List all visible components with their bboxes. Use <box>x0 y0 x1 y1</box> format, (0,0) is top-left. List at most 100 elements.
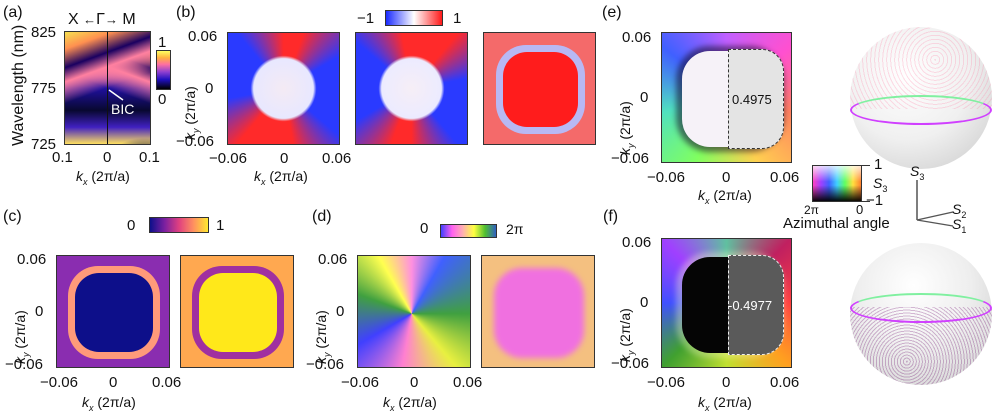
c-ytick-mid: 0 <box>35 303 44 320</box>
d-colorbar-max: 2π <box>506 221 524 237</box>
stokes-s3-label: S3 <box>910 163 925 182</box>
d-colorbar-min: 0 <box>420 220 429 237</box>
e-xtick-mid: 0 <box>722 169 731 186</box>
e-xtick-left: −0.06 <box>647 169 685 186</box>
c-plot-2 <box>180 255 294 368</box>
bic-annotation: BIC <box>111 101 135 117</box>
a-ylabel: Wavelength (nm) <box>10 24 27 146</box>
a-colorbar-min: 0 <box>158 91 167 108</box>
top-axis-gamma: Γ <box>96 11 105 28</box>
poincare-sphere-upper <box>850 27 992 169</box>
upper-equator <box>850 95 992 125</box>
a-xtick-center: 0 <box>103 149 112 166</box>
b-xtick-left: −0.06 <box>209 150 247 167</box>
e-ytick-top: 0.06 <box>622 29 652 46</box>
gamma-line <box>107 32 109 144</box>
c-xtick-left: −0.06 <box>40 374 78 391</box>
stokes-axes-icon <box>916 180 954 227</box>
c-xtick-right: 0.06 <box>152 374 182 391</box>
a-xlabel: kx (2π/a) <box>76 168 130 187</box>
b-plot-1 <box>227 32 340 145</box>
lower-equator <box>850 293 992 323</box>
arrow-right-icon: → <box>104 12 118 27</box>
f-plot-right-half <box>728 255 784 355</box>
b-ytick-top: 0.06 <box>188 28 218 45</box>
panel-a-heatmap: BIC <box>64 31 151 145</box>
f-xlabel: kx (2π/a) <box>698 394 752 413</box>
d-xtick-mid: 0 <box>410 374 419 391</box>
panel-a-label: (a) <box>3 4 23 21</box>
f-ylabel: ky (2π/a) <box>617 308 636 362</box>
top-axis-x: X <box>68 11 79 28</box>
arrow-left-icon: ← <box>83 12 97 27</box>
f-ytick-top: 0.06 <box>622 234 652 251</box>
e-value: 0.4975 <box>732 92 772 107</box>
e-xtick-right: 0.06 <box>770 169 800 186</box>
bic-arrow <box>108 89 124 101</box>
d-ytick-mid: 0 <box>336 303 345 320</box>
top-axis-m: M <box>122 11 136 28</box>
c-ylabel: ky (2π/a) <box>12 310 31 364</box>
e-xlabel: kx (2π/a) <box>698 187 752 206</box>
b-plot-2 <box>355 32 468 145</box>
s3-legend-label: S3 <box>873 175 888 194</box>
d-plot-1 <box>357 255 471 368</box>
f-xtick-right: 0.06 <box>770 374 800 391</box>
b-ytick-mid: 0 <box>205 80 214 97</box>
d-xlabel: kx (2π/a) <box>383 394 437 413</box>
e-ylabel: ky (2π/a) <box>617 101 636 155</box>
b-colorbar-max: 1 <box>453 10 462 27</box>
f-ytick-mid: 0 <box>640 294 649 311</box>
a-colorbar-max: 1 <box>158 34 167 51</box>
b-xtick-mid: 0 <box>280 150 289 167</box>
azimuthal-angle-label: Azimuthal angle <box>783 215 890 232</box>
panel-c-label: (c) <box>3 208 22 225</box>
panel-e-label: (e) <box>602 4 622 21</box>
a-xtick-right: 0.1 <box>139 149 160 166</box>
d-xtick-left: −0.06 <box>341 374 379 391</box>
d-colorbar <box>440 224 497 238</box>
b-colorbar-min: −1 <box>357 10 375 27</box>
f-ytick-bot: −0.06 <box>611 355 649 372</box>
c-plot-1 <box>56 255 170 368</box>
c-xtick-mid: 0 <box>109 374 118 391</box>
angle-2pi: 2π <box>804 203 819 217</box>
d-ytick-top: 0.06 <box>318 251 348 268</box>
a-ytick-725: 725 <box>31 136 57 153</box>
c-colorbar <box>149 217 209 233</box>
f-xtick-mid: 0 <box>722 374 731 391</box>
panel-b-label: (b) <box>176 4 196 21</box>
angle-0: 0 <box>856 202 864 217</box>
a-ytick-825: 825 <box>31 24 57 41</box>
b-ylabel: ky (2π/a) <box>182 86 201 140</box>
panel-d-label: (d) <box>312 208 332 225</box>
panel-a-top-axis: X ←Γ→ M <box>68 11 136 28</box>
b-plot-3 <box>483 32 596 145</box>
c-ytick-top: 0.06 <box>17 251 47 268</box>
e-plot-right-half <box>728 49 784 149</box>
c-plot-2-core <box>199 273 277 352</box>
b-plot-3-core <box>503 52 578 127</box>
b-ytick-bot: −0.06 <box>176 133 214 150</box>
d-xtick-right: 0.06 <box>453 374 483 391</box>
s3-min: −1 <box>866 192 884 209</box>
a-xtick-left: 0.1 <box>52 149 73 166</box>
c-xlabel: kx (2π/a) <box>82 394 136 413</box>
d-plot-2 <box>481 255 595 368</box>
d-ylabel: ky (2π/a) <box>313 310 332 364</box>
b-xtick-right: 0.06 <box>322 150 352 167</box>
panel-f-label: (f) <box>603 208 619 225</box>
a-colorbar <box>156 50 171 90</box>
e-ytick-bot: −0.06 <box>611 150 649 167</box>
stokes-s2-label: S2 <box>952 201 967 220</box>
e-plot: 0.4975 <box>661 32 792 163</box>
f-plot: -0.4977 <box>661 238 792 368</box>
a-ytick-775: 775 <box>31 80 57 97</box>
c-colorbar-max: 1 <box>216 217 225 234</box>
c-colorbar-min: 0 <box>127 217 136 234</box>
c-plot-1-core <box>75 273 153 352</box>
poincare-sphere-lower <box>850 243 992 385</box>
f-value: -0.4977 <box>728 298 773 313</box>
d-ytick-bot: −0.06 <box>306 356 344 373</box>
b-xlabel: kx (2π/a) <box>254 168 308 187</box>
